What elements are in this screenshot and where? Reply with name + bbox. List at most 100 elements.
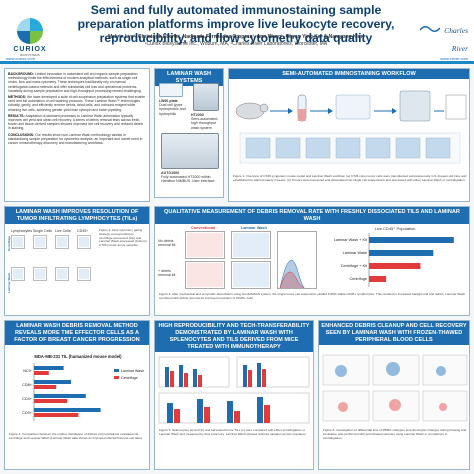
- mouse-icon: [235, 102, 269, 120]
- auto1000-label: AUTO1000 Fully automated HT2000 within Ha…: [161, 171, 216, 184]
- qual-histogram-svg: [279, 259, 316, 288]
- flow-plot: [11, 267, 25, 281]
- qual-caption: Figure 3. After mechanical and enzymatic…: [159, 292, 466, 300]
- debris-chart-bar: [34, 408, 101, 412]
- qual-chart-bar: [369, 263, 421, 269]
- debris-chart-bar: [34, 413, 79, 417]
- flow-plot: [55, 235, 69, 249]
- qual-plot-lw-kit: [231, 261, 271, 289]
- debris-chart-bar: [34, 385, 57, 389]
- debris-chart-bar: [34, 371, 49, 375]
- debris-legend-swatch: [114, 376, 119, 379]
- debris-heading: LAMINAR WASH DEBRIS REMOVAL METHOD REVEA…: [5, 321, 149, 345]
- qual-chart-category-label: Laminar Wash + Kit: [334, 238, 368, 242]
- debris-removal-bar-chart: Live CD45⁺ Population Laminar Wash + Kit L…: [334, 226, 454, 287]
- debris-chart-bar: [34, 399, 68, 403]
- laminar-systems-panel: LAMINAR WASH SYSTEMS LW96 plate Dual cell…: [154, 68, 224, 198]
- authors-affiliations: ¹Curiox Biosystems Inc., Woburn, MA, ²Ch…: [144, 40, 328, 47]
- tils-col-lymphocytes: Lymphocytes: [11, 229, 33, 233]
- qual-chart-category-label: Centrifuge: [349, 277, 367, 281]
- qual-row-plus-kit: + debris removal kit: [158, 269, 176, 278]
- repro-panel: HIGH REPRODUCIBILITY AND TECH-TRANSFERAB…: [154, 320, 314, 470]
- debris-chart-category-label: CD3+: [22, 411, 33, 415]
- qual-heading: QUALITATIVE MEASUREMENT OF DEBRIS REMOVA…: [155, 207, 469, 224]
- results-text: Adaptation of standard processes to Lami…: [8, 113, 144, 131]
- qual-chart-bar: [369, 250, 434, 256]
- plate-label: LW96 plate Dual cell types hydrophobic an…: [159, 99, 186, 116]
- debris-legend-label: Laminar Wash: [121, 369, 144, 373]
- criver-url[interactable]: www.criver.com: [440, 56, 468, 61]
- abstract-panel: BACKGROUND: Limited innovation in automa…: [4, 68, 150, 202]
- enhanced-heading: ENHANCED DEBRIS CLEANUP AND CELL RECOVER…: [319, 321, 469, 345]
- curiox-logo-text: CURIOX: [13, 46, 47, 53]
- repro-figure: [158, 356, 310, 424]
- debris-chart-bar: [34, 394, 86, 398]
- qual-plot-lw-no: [231, 231, 271, 259]
- methods-text: We have developed a suite of cell suspen…: [8, 95, 145, 112]
- debris-chart-category-label: CD8+: [22, 383, 33, 387]
- qual-chart-category-label: Centrifuge + Kit: [341, 264, 368, 268]
- enhanced-panel: ENHANCED DEBRIS CLEANUP AND CELL RECOVER…: [318, 320, 470, 470]
- arrowhead-icon: [288, 108, 293, 114]
- qual-plot-conv-kit: [185, 261, 225, 289]
- auto1000-device-icon: [161, 133, 219, 169]
- tils-col-cd45: CD45+: [77, 229, 89, 233]
- tils-panel: LAMINAR WASH IMPROVES RESOLUTION OF TUMO…: [4, 206, 150, 316]
- qual-chart-bar: [369, 237, 454, 243]
- poster-header: CURIOX BIOSYSTEMS Semi and fully automat…: [0, 0, 474, 64]
- flow-plot: [11, 235, 25, 249]
- tils-col-single: Single Cells: [33, 229, 52, 233]
- poster-title: Semi and fully automated immunostaining …: [77, 3, 395, 45]
- charles-river-logo: Charles River: [406, 20, 468, 56]
- repro-heading: HIGH REPRODUCIBILITY AND TECH-TRANSFERAB…: [155, 321, 313, 352]
- qual-col-laminar: Laminar Wash: [241, 226, 267, 230]
- flow-plot: [33, 235, 47, 249]
- methods-label: METHODS:: [8, 95, 27, 100]
- flow-plot: [77, 267, 91, 281]
- qual-col-conventional: Conventional: [191, 226, 216, 230]
- qual-chart-bar: [369, 276, 387, 282]
- ht2000-label: HT2000 Semi-automated, high throughput wa…: [191, 113, 219, 130]
- debris-chart-bar: [34, 380, 71, 384]
- repro-caption: Figure 5. Splenocytes (a) and (b) and ha…: [159, 428, 307, 436]
- flow-plot: [77, 235, 91, 249]
- qual-plot-conv-no: [185, 231, 225, 259]
- workflow-diagram: [235, 90, 467, 164]
- abstract-text: BACKGROUND: Limited innovation in automa…: [5, 69, 149, 148]
- charles-river-text: Charles River: [444, 26, 468, 53]
- authors: Melvin Lye¹, Christoph Eberle², Nadiezda…: [58, 34, 414, 47]
- qual-row-no-kit: No debris removal kit: [158, 239, 176, 248]
- plate-icon: [335, 94, 371, 120]
- curiox-logo-icon: [17, 18, 43, 44]
- background-label: BACKGROUND:: [8, 72, 34, 76]
- washer-icon: [399, 90, 431, 122]
- curiox-logo-sub: BIOSYSTEMS: [20, 53, 40, 57]
- enhanced-caption: Figure 6. Investigation of differential …: [323, 428, 467, 440]
- results-label: RESULTS:: [8, 113, 25, 118]
- debris-chart-category-label: CD4+: [22, 397, 33, 401]
- qual-panel: QUALITATIVE MEASUREMENT OF DEBRIS REMOVA…: [154, 206, 470, 316]
- tme-bar-chart: MDA-MB-231 TIL (humanized mouse model) NC…: [22, 354, 144, 421]
- tils-col-live: Live Cells: [55, 229, 71, 233]
- tils-caption: Figure 2. Flow cytometry gating strategy…: [99, 228, 147, 248]
- debris-caption: Figure 4. Comparison between the relativ…: [9, 432, 143, 440]
- flow-plot: [33, 267, 47, 281]
- qual-histogram: [277, 231, 317, 289]
- lw96-plate-icon: [159, 83, 183, 97]
- tils-heading: LAMINAR WASH IMPROVES RESOLUTION OF TUMO…: [5, 207, 149, 224]
- conclusion-label: CONCLUSIONS:: [8, 132, 35, 137]
- debris-chart-title: MDA-MB-231 TIL (humanized mouse model): [34, 354, 122, 359]
- ht2000-device-icon: [193, 83, 219, 111]
- debris-chart-category-label: NCI+: [23, 369, 33, 373]
- debris-chart-bar: [34, 366, 64, 370]
- repro-bars: [165, 363, 270, 423]
- curiox-logo: CURIOX BIOSYSTEMS: [6, 18, 54, 57]
- workflow-heading: SEMI-AUTOMATED IMMNOSTAINING WORKFLOW: [229, 69, 469, 79]
- curiox-url[interactable]: www.curiox.com: [6, 56, 35, 61]
- workflow-caption: Figure 1. Overview of CT26 syngeneic mou…: [233, 174, 467, 182]
- qual-chart-title: Live CD45⁺ Population: [375, 226, 416, 231]
- laminar-systems-heading: LAMINAR WASH SYSTEMS: [155, 69, 223, 86]
- workflow-panel: SEMI-AUTOMATED IMMNOSTAINING WORKFLOW: [228, 68, 470, 202]
- debris-legend-label: Centrifuge: [121, 376, 138, 380]
